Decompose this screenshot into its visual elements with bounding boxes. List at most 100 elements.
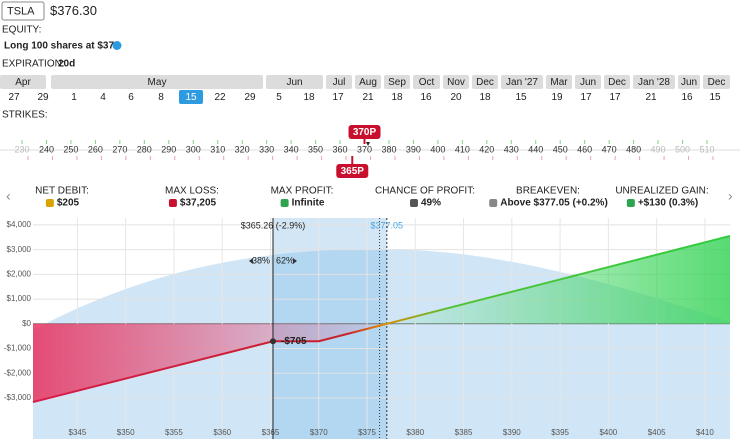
date[interactable]: 21 <box>645 92 657 103</box>
strike-label[interactable]: 480 <box>626 144 641 154</box>
date[interactable]: 15 <box>709 92 721 103</box>
strike-label[interactable]: 250 <box>63 144 78 154</box>
leg-label: 370P <box>353 127 377 138</box>
stat-value: Infinite <box>292 198 325 209</box>
strike-label[interactable]: 470 <box>602 144 617 154</box>
strike-label[interactable]: 410 <box>455 144 470 154</box>
stat-label: UNREALIZED GAIN: <box>615 186 708 197</box>
strike-label[interactable]: 270 <box>112 144 127 154</box>
date[interactable]: 18 <box>303 92 315 103</box>
month-tab[interactable] <box>633 75 675 89</box>
strike-label[interactable]: 330 <box>259 144 274 154</box>
month-tab[interactable] <box>472 75 498 89</box>
y-tick-label: $4,000 <box>7 220 32 229</box>
month-tab[interactable] <box>703 75 730 89</box>
date[interactable]: 16 <box>420 92 432 103</box>
month-tab[interactable] <box>384 75 410 89</box>
x-tick-label: $395 <box>551 428 569 437</box>
month-tab[interactable] <box>266 75 323 89</box>
stat-label: MAX PROFIT: <box>271 186 334 197</box>
month-tab[interactable] <box>51 75 263 89</box>
annotation: $365.26 (-2.9%) <box>241 220 306 230</box>
point-marker <box>269 338 276 345</box>
x-tick-label: $410 <box>696 428 714 437</box>
strike-label[interactable]: 360 <box>333 144 348 154</box>
month-tab[interactable] <box>678 75 700 89</box>
stat-icon <box>168 199 177 207</box>
x-tick-label: $360 <box>213 428 231 437</box>
date[interactable]: 17 <box>580 92 592 103</box>
strike-label[interactable]: 420 <box>479 144 494 154</box>
info-icon[interactable] <box>112 41 122 50</box>
ticker-input[interactable] <box>1 1 45 21</box>
equity-label: EQUITY: <box>2 25 41 36</box>
x-tick-label: $370 <box>310 428 328 437</box>
strike-label[interactable]: 280 <box>137 144 152 154</box>
next-arrow[interactable]: › <box>728 188 733 204</box>
date[interactable]: 5 <box>276 92 282 103</box>
date[interactable]: 1 <box>71 92 77 103</box>
month-label: Jul <box>333 77 346 88</box>
strike-label[interactable]: 340 <box>284 144 299 154</box>
leg-badge[interactable] <box>336 164 369 178</box>
leg-badge[interactable] <box>348 125 381 139</box>
month-tab[interactable] <box>546 75 572 89</box>
strike-label[interactable]: 460 <box>577 144 592 154</box>
date[interactable]: 19 <box>551 92 563 103</box>
strike-label[interactable]: 440 <box>528 144 543 154</box>
date[interactable]: 21 <box>362 92 374 103</box>
month-tab[interactable] <box>575 75 601 89</box>
month-label: Jun <box>580 77 596 88</box>
strike-label[interactable]: 370 <box>357 144 372 154</box>
date[interactable]: 22 <box>214 92 226 103</box>
strike-label[interactable]: 380 <box>381 144 396 154</box>
date[interactable]: 4 <box>100 92 106 103</box>
strike-label[interactable]: 390 <box>406 144 421 154</box>
strike-label[interactable]: 350 <box>308 144 323 154</box>
month-tab[interactable] <box>501 75 543 89</box>
month-tab[interactable] <box>443 75 469 89</box>
date[interactable]: 18 <box>391 92 403 103</box>
date[interactable]: 20 <box>450 92 462 103</box>
probability: 62% <box>276 255 294 265</box>
strike-label[interactable]: 300 <box>186 144 201 154</box>
date[interactable]: 18 <box>479 92 491 103</box>
strike-label[interactable]: 260 <box>88 144 103 154</box>
date[interactable]: 29 <box>37 92 49 103</box>
stat-value: Above $377.05 (+0.2%) <box>500 198 608 209</box>
x-tick-label: $385 <box>455 428 473 437</box>
expiration-days: 20d <box>58 59 75 70</box>
date[interactable]: 17 <box>609 92 621 103</box>
strike-label[interactable]: 400 <box>430 144 445 154</box>
strike-label[interactable]: 290 <box>161 144 176 154</box>
stat-label: MAX LOSS: <box>165 186 219 197</box>
strike-label[interactable]: 310 <box>210 144 225 154</box>
stat-label: BREAKEVEN: <box>516 186 580 197</box>
month-tab[interactable] <box>604 75 630 89</box>
month-tab[interactable] <box>0 75 46 89</box>
y-tick-label: -$3,000 <box>4 393 32 402</box>
strike-label[interactable]: 500 <box>675 144 690 154</box>
strike-label[interactable]: 240 <box>39 144 54 154</box>
month-tab[interactable] <box>413 75 440 89</box>
strike-label[interactable]: 230 <box>14 144 29 154</box>
date[interactable]: 17 <box>332 92 344 103</box>
prev-arrow[interactable]: ‹ <box>6 188 11 204</box>
date[interactable]: 15 <box>515 92 527 103</box>
month-label: Dec <box>708 77 726 88</box>
strike-label[interactable]: 430 <box>504 144 519 154</box>
y-tick-label: $3,000 <box>7 245 32 254</box>
strike-label[interactable]: 510 <box>699 144 714 154</box>
date[interactable]: 15 <box>185 92 197 103</box>
strike-label[interactable]: 490 <box>651 144 666 154</box>
point-label: -$705 <box>281 336 307 347</box>
month-tab[interactable] <box>326 75 352 89</box>
date[interactable]: 8 <box>158 92 164 103</box>
strike-label[interactable]: 450 <box>553 144 568 154</box>
date[interactable]: 6 <box>128 92 134 103</box>
date[interactable]: 29 <box>244 92 256 103</box>
month-tab[interactable] <box>355 75 381 89</box>
strike-label[interactable]: 320 <box>235 144 250 154</box>
date[interactable]: 16 <box>681 92 693 103</box>
date[interactable]: 27 <box>8 92 20 103</box>
